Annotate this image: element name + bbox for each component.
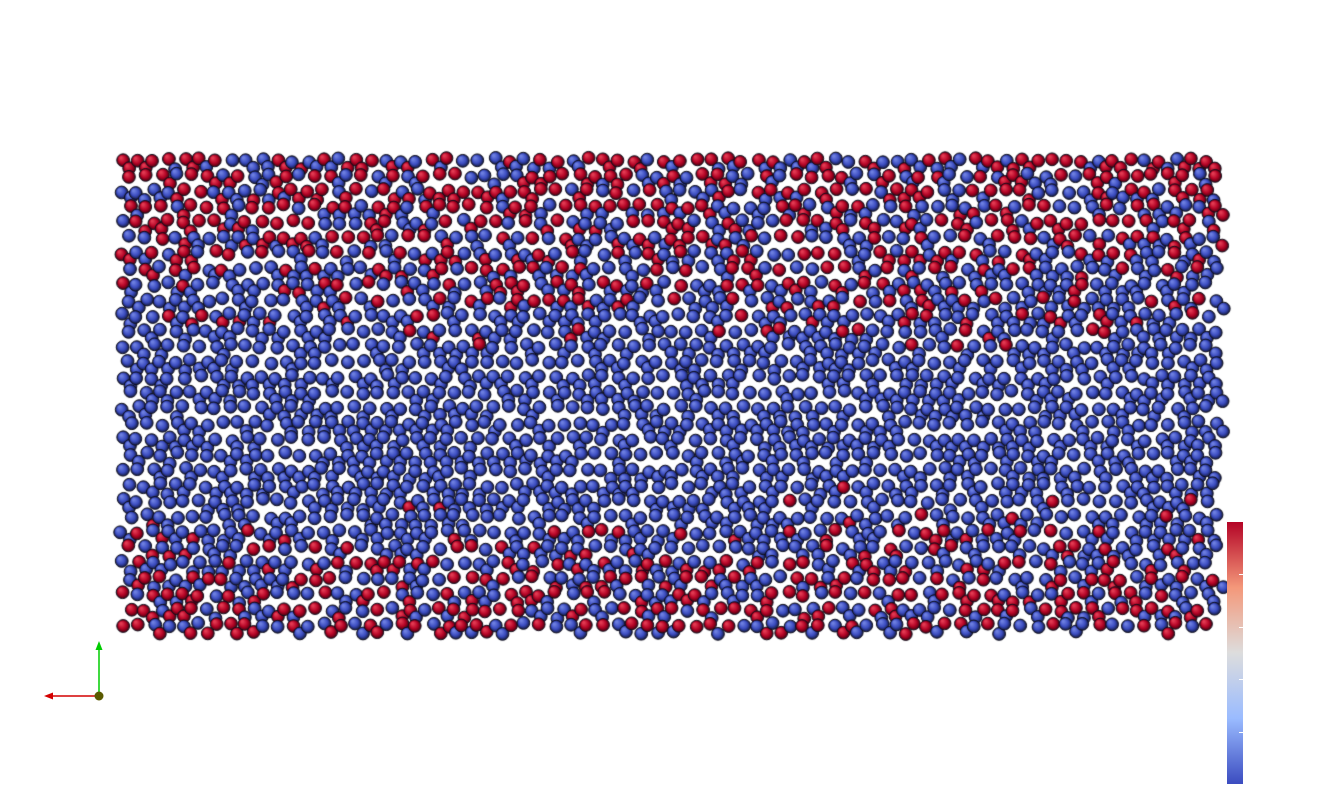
y-axis-arrow-icon	[95, 641, 103, 650]
orientation-axes-widget	[44, 641, 104, 701]
scalar-bar-tick	[1239, 731, 1243, 733]
x-axis-arrow-icon	[44, 692, 53, 700]
scalar-bar-tick	[1239, 679, 1243, 681]
scalar-bar-tick	[1239, 574, 1243, 576]
scalar-bar-tick	[1239, 626, 1243, 628]
scalar-color-legend	[1227, 522, 1243, 784]
z-axis-origin-icon	[94, 691, 104, 701]
scalar-bar-gradient	[1227, 522, 1243, 784]
